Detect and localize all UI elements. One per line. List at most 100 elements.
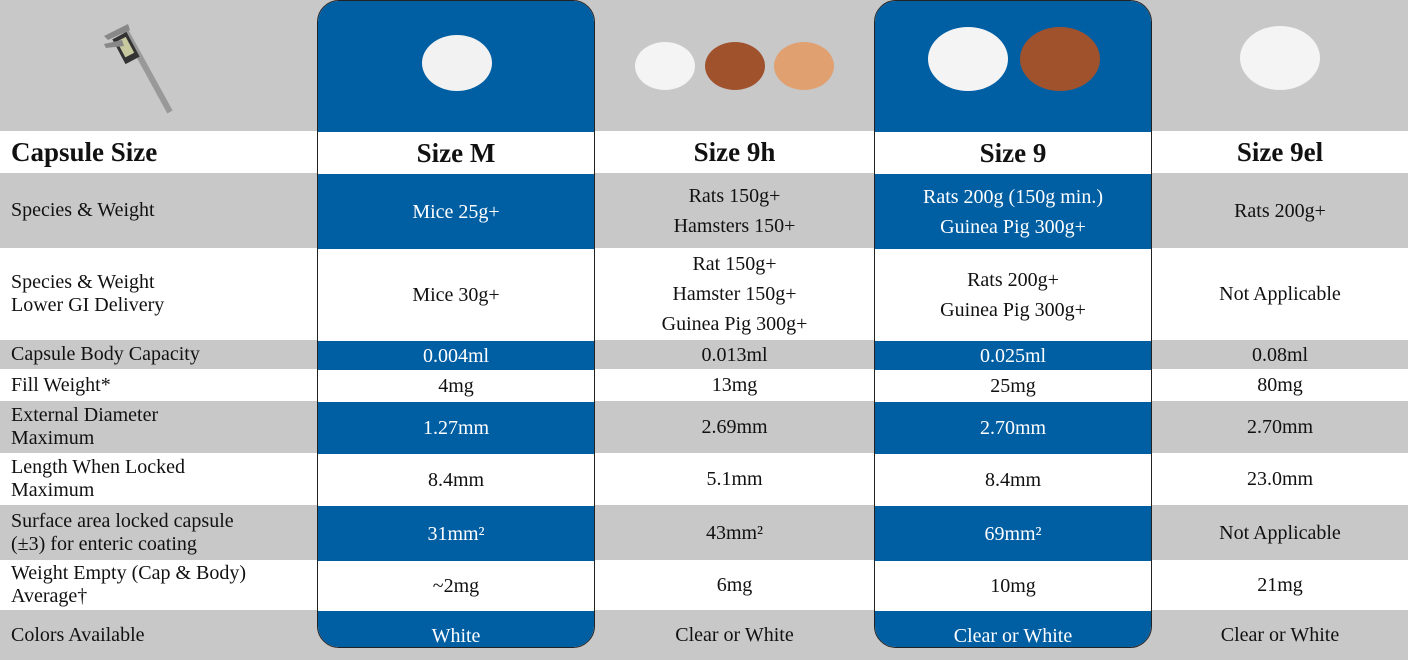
animal-images — [875, 1, 1151, 132]
row-label-text: Colors Available — [11, 623, 145, 646]
column-title: Size 9h — [595, 131, 874, 173]
cell-text: 2.70mm — [1246, 416, 1314, 438]
cell: 5.1mm — [595, 453, 874, 505]
animal-images — [318, 1, 594, 132]
cell: 2.70mm — [875, 402, 1151, 454]
animal-images — [595, 0, 874, 131]
cell: 2.70mm — [1152, 401, 1408, 453]
cell: ~2mg — [318, 561, 594, 611]
cell: 23.0mm — [1152, 453, 1408, 505]
cell: Clear or White — [595, 610, 874, 660]
cell-text: Mice 25g+ — [412, 200, 500, 223]
mouse-icon — [422, 35, 492, 91]
label-column: Capsule Size Species & Weight Species & We… — [0, 0, 317, 660]
caliper-icon — [104, 24, 173, 114]
guinea-pig-icon — [704, 42, 765, 90]
row-label-text: Weight Empty (Cap & Body) Average† — [11, 562, 247, 607]
cell: Mice 25g+ — [318, 174, 594, 249]
cell-text: 8.4mm — [427, 469, 485, 491]
row-label: Colors Available — [0, 610, 317, 660]
column-title-text: Size 9 — [979, 138, 1047, 168]
cell-text: 80mg — [1257, 374, 1303, 396]
cell: 69mm² — [875, 506, 1151, 561]
cell-text: Rats 200g+ — [1234, 199, 1326, 222]
cell-text: 10mg — [990, 575, 1036, 597]
row-label: Capsule Body Capacity — [0, 340, 317, 369]
cell: 31mm² — [318, 506, 594, 561]
cell: Not Applicable — [1152, 505, 1408, 560]
cell-text: 2.69mm — [701, 416, 768, 438]
row-label-text: Capsule Body Capacity — [11, 343, 200, 365]
rat-icon — [1240, 26, 1320, 90]
cell: 13mg — [595, 369, 874, 401]
cell-text: 0.025ml — [979, 344, 1047, 367]
cell-text: Mice 30g+ — [412, 284, 500, 306]
row-label: External Diameter Maximum — [0, 401, 317, 453]
cell-text: Rats 200g+ Guinea Pig 300g+ — [940, 269, 1086, 321]
cell: 0.025ml — [875, 341, 1151, 370]
cell: Rats 200g+ — [1152, 173, 1408, 248]
cell-text: Clear or White — [675, 624, 794, 646]
cell: Rat 150g+ Hamster 150g+ Guinea Pig 300g+ — [595, 248, 874, 340]
cell-text: 43mm² — [705, 521, 764, 544]
column-size-m: Size M Mice 25g+ Mice 30g+ 0.004ml 4mg 1.27mm… — [317, 0, 595, 648]
cell: 43mm² — [595, 505, 874, 560]
cell: Not Applicable — [1152, 248, 1408, 340]
cell: Rats 150g+ Hamsters 150+ — [595, 173, 874, 248]
row-label-text: Fill Weight* — [11, 373, 111, 396]
cell-text: 5.1mm — [706, 468, 763, 490]
cell: 25mg — [875, 370, 1151, 402]
cell: Clear or White — [1152, 610, 1408, 660]
cell: Mice 30g+ — [318, 249, 594, 341]
column-size-9: Size 9 Rats 200g (150g min.) Guinea Pig 3… — [874, 0, 1152, 648]
column-size-9el: Size 9el Rats 200g+ Not Applicable 0.08ml 80… — [1152, 0, 1408, 660]
cell-text: 0.08ml — [1251, 343, 1309, 366]
column-title: Size 9 — [875, 132, 1151, 174]
row-label-text: Surface area locked capsule (±3) for ent… — [11, 509, 234, 555]
cell: 2.69mm — [595, 401, 874, 453]
cell-text: 69mm² — [984, 522, 1042, 545]
cell: White — [318, 611, 594, 647]
cell: 10mg — [875, 561, 1151, 611]
cell-text: Not Applicable — [1219, 283, 1341, 305]
row-label-text: Species & Weight — [11, 199, 155, 221]
cell-text: 21mg — [1257, 574, 1303, 596]
cell-text: Rats 150g+ Hamsters 150+ — [673, 184, 796, 237]
cell-text: Clear or White — [953, 625, 1073, 647]
cell: 1.27mm — [318, 402, 594, 454]
cell: 0.013ml — [595, 340, 874, 369]
column-title-text: Size M — [416, 138, 496, 168]
cell-text: Clear or White — [1220, 624, 1340, 646]
cell: Clear or White — [875, 611, 1151, 647]
cell-text: Rat 150g+ Hamster 150g+ Guinea Pig 300g+ — [661, 253, 808, 335]
cell-text: 8.4mm — [984, 469, 1042, 491]
cell-text: Not Applicable — [1219, 521, 1341, 544]
cell-text: 1.27mm — [422, 417, 490, 439]
column-size-9h: Size 9h Rats 150g+ Hamsters 150+ Rat 150g+… — [595, 0, 874, 660]
guinea-pig-icon — [1020, 27, 1101, 91]
cell-text: 4mg — [438, 375, 474, 397]
capsule-size-header: Capsule Size — [0, 131, 317, 173]
column-title: Size 9el — [1152, 131, 1408, 173]
cell: 0.004ml — [318, 341, 594, 370]
cell-text: 6mg — [716, 574, 753, 596]
rat-icon — [634, 42, 695, 90]
cell: 0.08ml — [1152, 340, 1408, 369]
cell: 21mg — [1152, 560, 1408, 610]
column-title-text: Size 9h — [693, 137, 776, 167]
cell-text: 0.013ml — [701, 343, 768, 366]
cell-text: White — [431, 625, 481, 647]
cell: 6mg — [595, 560, 874, 610]
animal-images — [1152, 0, 1408, 131]
row-label: Species & Weight — [0, 173, 317, 248]
cell: 80mg — [1152, 369, 1408, 401]
cell-text: ~2mg — [432, 575, 480, 597]
cell-text: 0.004ml — [422, 344, 490, 367]
caliper-image — [0, 0, 317, 131]
row-label-text: Species & Weight Lower GI Delivery — [11, 271, 165, 316]
cell-text: 31mm² — [427, 522, 485, 545]
cell-text: 25mg — [990, 375, 1036, 397]
cell-text: 13mg — [711, 374, 758, 396]
row-label: Species & Weight Lower GI Delivery — [0, 248, 317, 340]
hamster-icon — [774, 42, 835, 90]
